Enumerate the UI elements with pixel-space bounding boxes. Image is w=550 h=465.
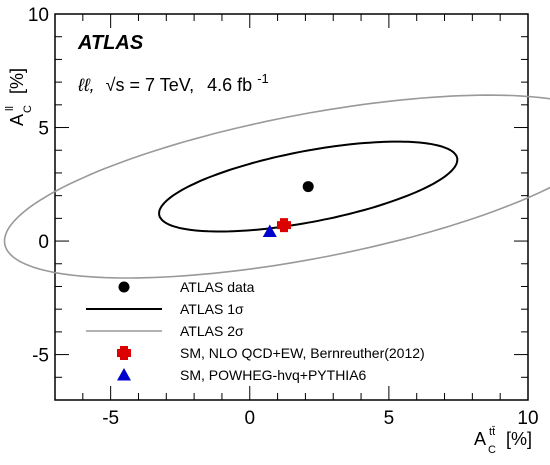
legend-label: ATLAS data (180, 279, 255, 295)
legend-label: ATLAS 1σ (180, 301, 244, 317)
contour-1sigma (158, 140, 459, 233)
atlas-brand-label: ATLAS (77, 32, 144, 54)
y-tick-label: -5 (32, 346, 49, 367)
x-tick-label: 5 (384, 408, 395, 429)
y-axis-label-unit: [%] (7, 68, 27, 94)
x-axis-label-unit: [%] (506, 429, 532, 449)
data-point-atlas (302, 181, 314, 193)
contour-2sigma (3, 94, 550, 279)
plot-frame (54, 13, 529, 401)
info-channel: ℓℓ, (77, 75, 95, 95)
y-axis-label-sup: ll (4, 106, 16, 111)
legend-marker (117, 368, 131, 381)
legend-label: SM, POWHEG-hvq+PYTHIA6 (180, 367, 367, 383)
y-tick-label: 5 (38, 119, 49, 140)
x-axis-label-sup: tt̄ (489, 426, 495, 438)
legend-marker (118, 281, 130, 293)
legend-marker (117, 346, 131, 360)
y-axis-label: A ll C [%] (0, 68, 35, 126)
legend-entry: ATLAS data (118, 279, 255, 295)
plot-border (54, 13, 529, 401)
x-tick-label: 10 (517, 408, 538, 429)
legend-label: SM, NLO QCD+EW, Bernreuther(2012) (180, 345, 425, 361)
marker-layer (262, 181, 314, 238)
legend-entry: ATLAS 1σ (86, 301, 244, 317)
x-tick-label: -5 (102, 408, 119, 429)
y-tick-label: 0 (38, 232, 49, 253)
legend: ATLAS data ATLAS 1σ ATLAS 2σ SM, NLO QCD+EW… (86, 279, 425, 383)
info-energy: √s = 7 TeV, (106, 75, 194, 95)
y-tick-label: 10 (28, 5, 49, 26)
x-axis-label-main: A (474, 429, 486, 449)
y-axis-label-main: A (7, 114, 27, 126)
tick-layer: -5 0 5 10 -5 0 5 10 (28, 5, 539, 429)
legend-entry: SM, POWHEG-hvq+PYTHIA6 (117, 367, 367, 383)
x-axis-label-sub: C (488, 444, 496, 456)
x-axis-label: A tt̄ C [%] (474, 419, 532, 457)
data-point-sm-powheg (262, 224, 277, 238)
contour-layer (3, 94, 550, 279)
legend-entry: SM, NLO QCD+EW, Bernreuther(2012) (117, 345, 425, 361)
y-axis-label-sub: C (22, 105, 34, 113)
info-label: ℓℓ, √s = 7 TeV, 4.6 fb -1 (77, 71, 269, 95)
data-point-sm-nlo (276, 218, 291, 233)
x-tick-label: 0 (244, 408, 255, 429)
legend-label: ATLAS 2σ (180, 323, 244, 339)
info-lumi-exponent: -1 (257, 71, 269, 86)
legend-entry: ATLAS 2σ (86, 323, 244, 339)
info-lumi: 4.6 fb (207, 75, 252, 95)
